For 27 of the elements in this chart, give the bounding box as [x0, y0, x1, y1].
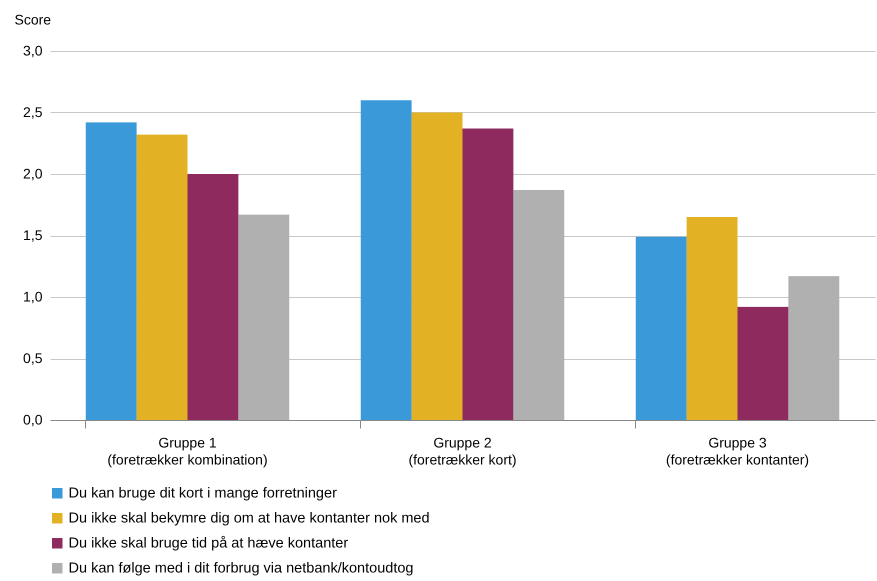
- y-tick-label: 1,5: [23, 227, 43, 243]
- legend-label: Du kan bruge dit kort i mange forretninger: [68, 485, 338, 502]
- x-tick-label: Gruppe 1 (foretrækker kombination): [107, 434, 268, 468]
- bar: [636, 236, 687, 420]
- legend-label: Du kan følge med i dit forbrug via netbank/kontoudtog: [68, 560, 414, 576]
- bar: [686, 217, 738, 420]
- bar: [188, 174, 238, 420]
- x-tick-label: Gruppe 2 (foretrækker kort): [408, 434, 517, 468]
- bar: [513, 190, 564, 420]
- bar: [788, 276, 840, 420]
- y-axis-title: Score: [14, 12, 52, 28]
- y-tick-label: 3,0: [23, 42, 43, 58]
- bar: [738, 306, 788, 420]
- y-tick-label: 0,5: [23, 350, 43, 366]
- bar: [238, 214, 290, 420]
- x-tick-label: Gruppe 3 (foretrækker kontanter): [666, 434, 810, 468]
- y-tick-label: 2,5: [23, 104, 43, 120]
- bar: [360, 100, 412, 420]
- legend-label: Du ikke skal bekymre dig om at have kontanter nok med: [68, 510, 430, 526]
- bar: [462, 128, 514, 420]
- y-tick-label: 0,0: [23, 412, 43, 428]
- bar: [136, 134, 188, 420]
- y-tick-label: 2,0: [23, 166, 43, 182]
- bar: [86, 122, 137, 420]
- bar: [412, 112, 462, 420]
- legend-label: Du ikke skal bruge tid på at hæve kontanter: [68, 535, 348, 552]
- y-tick-label: 1,0: [23, 288, 43, 304]
